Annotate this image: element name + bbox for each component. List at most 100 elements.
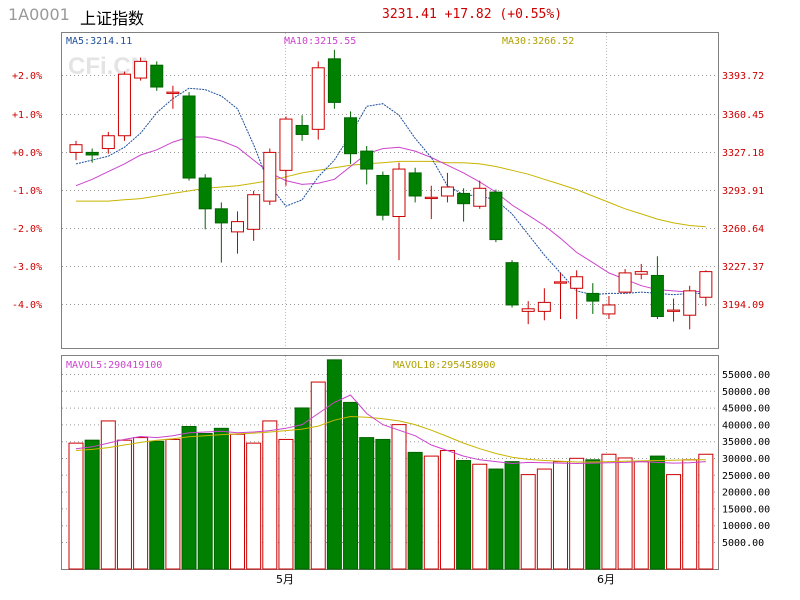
volume-bar-up	[100, 420, 116, 570]
volume-bar-up	[278, 438, 294, 570]
price-axis-right-label: 3360.45	[722, 110, 764, 121]
volume-axis-label: 40000.00	[722, 420, 770, 431]
volume-bar-down	[504, 461, 520, 570]
candle-up	[166, 91, 180, 94]
candle-down	[360, 150, 374, 170]
candle-down	[586, 292, 600, 302]
candle-down	[198, 177, 212, 210]
volume-bar-up	[423, 455, 439, 570]
mavol5-label: MAVOL5:290419100	[66, 360, 162, 371]
volume-bar-up	[520, 474, 536, 570]
volume-bar-up	[553, 461, 568, 570]
quote-summary: 3231.41 +17.82 (+0.55%)	[382, 7, 562, 22]
ma5-line	[75, 87, 706, 296]
volume-bar-up	[262, 420, 278, 570]
ma10-line	[75, 136, 706, 293]
volume-bar-up	[601, 453, 617, 570]
volume-bar-down	[181, 425, 197, 570]
volume-axis-label: 50000.00	[722, 387, 770, 398]
candle-up	[440, 186, 454, 197]
candle-down	[182, 95, 196, 179]
volume-bar-down	[375, 438, 391, 570]
candle-up	[473, 187, 487, 207]
volume-bar-down	[585, 459, 601, 570]
volume-axis-label: 25000.00	[722, 471, 770, 482]
candle-up	[279, 118, 293, 171]
volume-bar-up	[68, 442, 84, 570]
candle-up	[521, 308, 535, 312]
volume-bar-up	[133, 437, 149, 570]
price-axis-left-label: +2.0%	[12, 71, 42, 82]
candle-down	[295, 124, 309, 135]
mavol10-line	[75, 415, 706, 463]
price-axis-right-label: 3393.72	[722, 71, 764, 82]
candle-up	[247, 194, 261, 230]
volume-axis-label: 45000.00	[722, 404, 770, 415]
price-axis-left-label: -3.0%	[12, 262, 42, 273]
volume-bar-down	[456, 460, 472, 570]
candle-down	[85, 151, 99, 156]
candle-down	[344, 117, 358, 155]
volume-bar-up	[246, 442, 262, 570]
candle-down	[408, 172, 422, 197]
volume-bar-down	[197, 433, 213, 570]
ma30-label: MA30:3266.52	[502, 36, 574, 47]
volume-bar-up	[698, 453, 714, 570]
candle-up	[231, 221, 244, 233]
volume-bar-up	[165, 438, 181, 570]
volume-axis-label: 55000.00	[722, 370, 770, 381]
volume-bar-up	[666, 474, 682, 570]
candle-down	[650, 274, 664, 317]
volume-axis-label: 5000.00	[722, 538, 764, 549]
last-price: 3231.41	[382, 7, 437, 22]
volume-bar-down	[213, 427, 229, 570]
mavol5-line	[75, 394, 706, 465]
candle-up	[101, 135, 115, 150]
price-axis-left-label: +1.0%	[12, 110, 42, 121]
mavol10-label: MAVOL10:295458900	[393, 360, 495, 371]
candle-up	[311, 67, 325, 130]
price-change: +17.82	[444, 7, 492, 22]
candle-up	[699, 271, 713, 298]
volume-axis-label: 20000.00	[722, 488, 770, 499]
index-name: 上证指数	[80, 9, 145, 28]
volume-bar-down	[407, 451, 423, 570]
price-axis-left-label: -2.0%	[12, 224, 42, 235]
volume-bar-down	[359, 437, 375, 570]
volume-bar-down	[149, 440, 165, 570]
price-axis-left-label: -1.0%	[12, 186, 42, 197]
volume-bar-up	[682, 459, 698, 570]
ma30-line	[76, 160, 706, 228]
volume-bar-down	[294, 407, 310, 570]
price-axis-right-label: 3293.91	[722, 186, 764, 197]
price-axis-right-label: 3260.64	[722, 224, 764, 235]
candle-up	[683, 290, 697, 316]
price-axis-left-label: -4.0%	[12, 300, 42, 311]
volume-bar-up	[569, 457, 585, 570]
volume-bar-down	[84, 439, 100, 570]
candle-up	[117, 73, 131, 137]
candle-down	[150, 64, 164, 88]
candle-down	[457, 192, 471, 205]
price-axis-right-label: 3227.37	[722, 262, 764, 273]
candle-down	[376, 174, 390, 216]
candle-up	[634, 271, 648, 275]
volume-axis-label: 10000.00	[722, 521, 770, 532]
volume-bar-down	[343, 401, 359, 570]
volume-bar-up	[633, 461, 649, 570]
candle-up	[667, 309, 681, 312]
volume-bar-up	[116, 439, 132, 570]
price-axis-right-label: 3194.09	[722, 300, 764, 311]
candle-up	[570, 276, 584, 289]
quote-header: 1A0001 上证指数 3231.41 +17.82 (+0.55%)	[0, 0, 800, 30]
volume-bar-up	[439, 450, 455, 570]
candle-up	[424, 196, 438, 200]
volume-bar-up	[617, 457, 633, 570]
index-code: 1A0001	[8, 5, 70, 24]
volume-bar-up	[391, 424, 407, 570]
volume-axis-label: 15000.00	[722, 504, 770, 515]
candle-up	[618, 272, 632, 293]
volume-bar-up	[310, 381, 326, 570]
x-axis-label: 5月	[276, 573, 294, 586]
